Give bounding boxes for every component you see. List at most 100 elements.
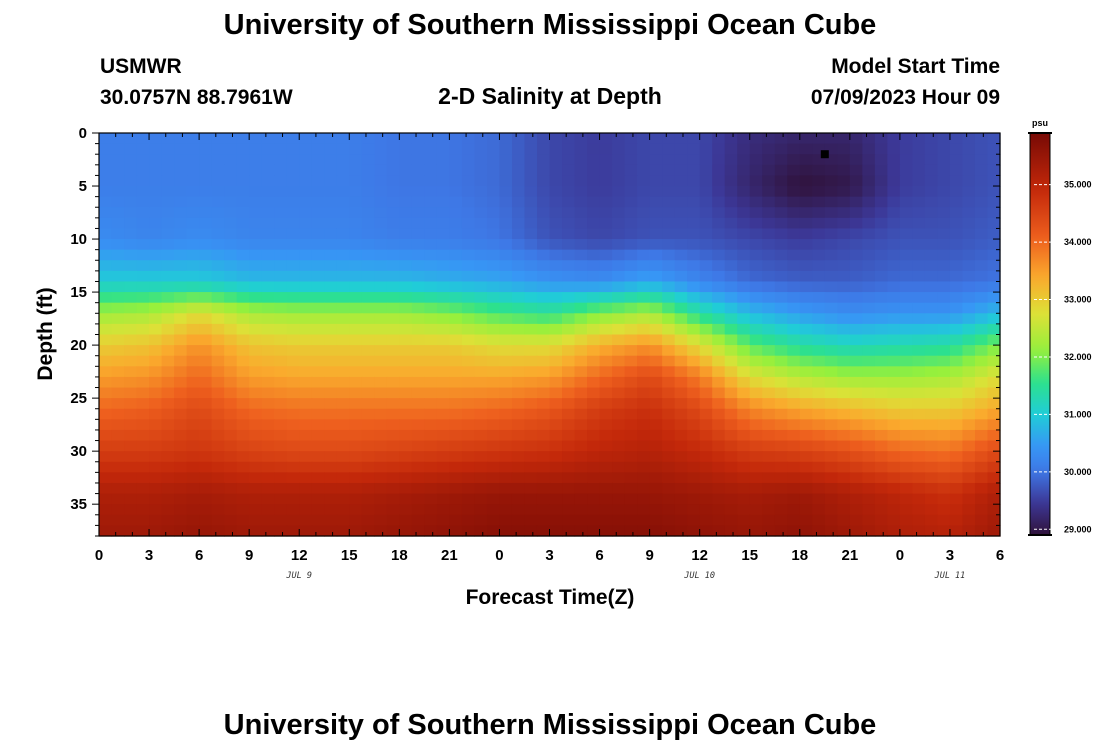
heatmap-cell xyxy=(274,482,288,495)
heatmap-cell xyxy=(924,175,939,187)
heatmap-cell xyxy=(712,292,726,304)
heatmap-cell xyxy=(136,461,150,473)
heatmap-cell xyxy=(361,239,375,251)
heatmap-cell xyxy=(186,323,200,336)
heatmap-cell xyxy=(887,270,901,283)
heatmap-cell xyxy=(249,292,263,304)
heatmap-cell xyxy=(186,387,200,399)
heatmap-cell xyxy=(787,504,801,516)
heatmap-cell xyxy=(887,429,901,442)
heatmap-cell xyxy=(236,398,250,410)
heatmap-cell xyxy=(461,514,476,526)
heatmap-cell xyxy=(211,186,225,198)
heatmap-cell xyxy=(874,292,888,304)
heatmap-cell xyxy=(411,175,425,187)
heatmap-cell xyxy=(849,313,863,325)
heatmap-cell xyxy=(374,472,388,484)
heatmap-cell xyxy=(799,196,813,208)
heatmap-cell xyxy=(336,514,350,526)
heatmap-cell xyxy=(299,525,313,537)
heatmap-cell xyxy=(912,429,926,442)
model-start-value: 07/09/2023 Hour 09 xyxy=(810,86,1000,109)
heatmap-cell xyxy=(211,217,225,230)
heatmap-cell xyxy=(724,186,738,198)
heatmap-cell xyxy=(762,143,776,155)
heatmap-cell xyxy=(524,514,538,526)
heatmap-cell xyxy=(549,461,563,473)
heatmap-cell xyxy=(99,376,113,389)
heatmap-cell xyxy=(824,143,838,155)
heatmap-cell xyxy=(674,451,688,463)
heatmap-cell xyxy=(812,345,826,357)
heatmap-cell xyxy=(136,196,150,208)
heatmap-cell xyxy=(286,292,300,304)
heatmap-cell xyxy=(987,196,1001,208)
heatmap-cell xyxy=(924,186,939,198)
heatmap-cell xyxy=(411,217,425,230)
heatmap-cell xyxy=(236,387,250,399)
heatmap-cell xyxy=(762,366,776,378)
heatmap-cell xyxy=(436,472,450,484)
heatmap-cell xyxy=(962,525,976,537)
heatmap-cell xyxy=(837,355,851,367)
heatmap-cell xyxy=(937,525,951,537)
heatmap-cell xyxy=(224,164,238,177)
heatmap-cell xyxy=(486,292,501,304)
heatmap-cell xyxy=(987,482,1001,495)
heatmap-cell xyxy=(762,429,776,442)
heatmap-cell xyxy=(637,164,651,177)
heatmap-cell xyxy=(374,228,388,240)
heatmap-cell xyxy=(361,355,375,367)
heatmap-cell xyxy=(749,482,763,495)
heatmap-cell xyxy=(774,366,788,378)
heatmap-cell xyxy=(737,345,751,357)
heatmap-cell xyxy=(874,461,888,473)
heatmap-cell xyxy=(724,292,738,304)
heatmap-cell xyxy=(199,207,213,219)
heatmap-cell xyxy=(787,164,801,177)
heatmap-cell xyxy=(411,461,425,473)
heatmap-cell xyxy=(449,376,463,389)
heatmap-cell xyxy=(612,514,626,526)
heatmap-cell xyxy=(937,292,951,304)
heatmap-cell xyxy=(699,175,713,187)
heatmap-cell xyxy=(662,313,676,325)
heatmap-cell xyxy=(874,133,888,145)
heatmap-cell xyxy=(136,398,150,410)
heatmap-cell xyxy=(887,376,901,389)
x-tick-label: 3 xyxy=(946,547,954,564)
heatmap-cell xyxy=(524,345,538,357)
heatmap-cell xyxy=(974,355,989,367)
heatmap-cell xyxy=(99,175,113,187)
heatmap-cell xyxy=(399,376,413,389)
heatmap-cell xyxy=(174,408,188,420)
heatmap-cell xyxy=(449,302,463,314)
heatmap-cell xyxy=(99,228,113,240)
heatmap-cell xyxy=(511,461,526,473)
heatmap-cell xyxy=(299,366,313,378)
heatmap-cell xyxy=(937,154,951,166)
heatmap-cell xyxy=(424,419,438,431)
heatmap-cell xyxy=(674,217,688,230)
heatmap-cell xyxy=(111,164,125,177)
heatmap-cell xyxy=(224,143,238,155)
heatmap-cell xyxy=(474,504,488,516)
heatmap-cell xyxy=(799,345,813,357)
heatmap-cell xyxy=(511,376,526,389)
heatmap-cell xyxy=(862,482,876,495)
heatmap-cell xyxy=(511,196,526,208)
heatmap-cell xyxy=(899,419,913,431)
heatmap-cell xyxy=(124,313,138,325)
heatmap-cell xyxy=(574,482,588,495)
heatmap-cell xyxy=(311,429,325,442)
heatmap-cell xyxy=(136,186,150,198)
heatmap-cell xyxy=(662,482,676,495)
heatmap-cell xyxy=(449,143,463,155)
heatmap-cell xyxy=(336,133,350,145)
heatmap-cell xyxy=(899,207,913,219)
heatmap-cell xyxy=(186,292,200,304)
heatmap-cell xyxy=(536,292,551,304)
heatmap-cell xyxy=(461,164,476,177)
heatmap-cell xyxy=(524,355,538,367)
heatmap-cell xyxy=(574,451,588,463)
